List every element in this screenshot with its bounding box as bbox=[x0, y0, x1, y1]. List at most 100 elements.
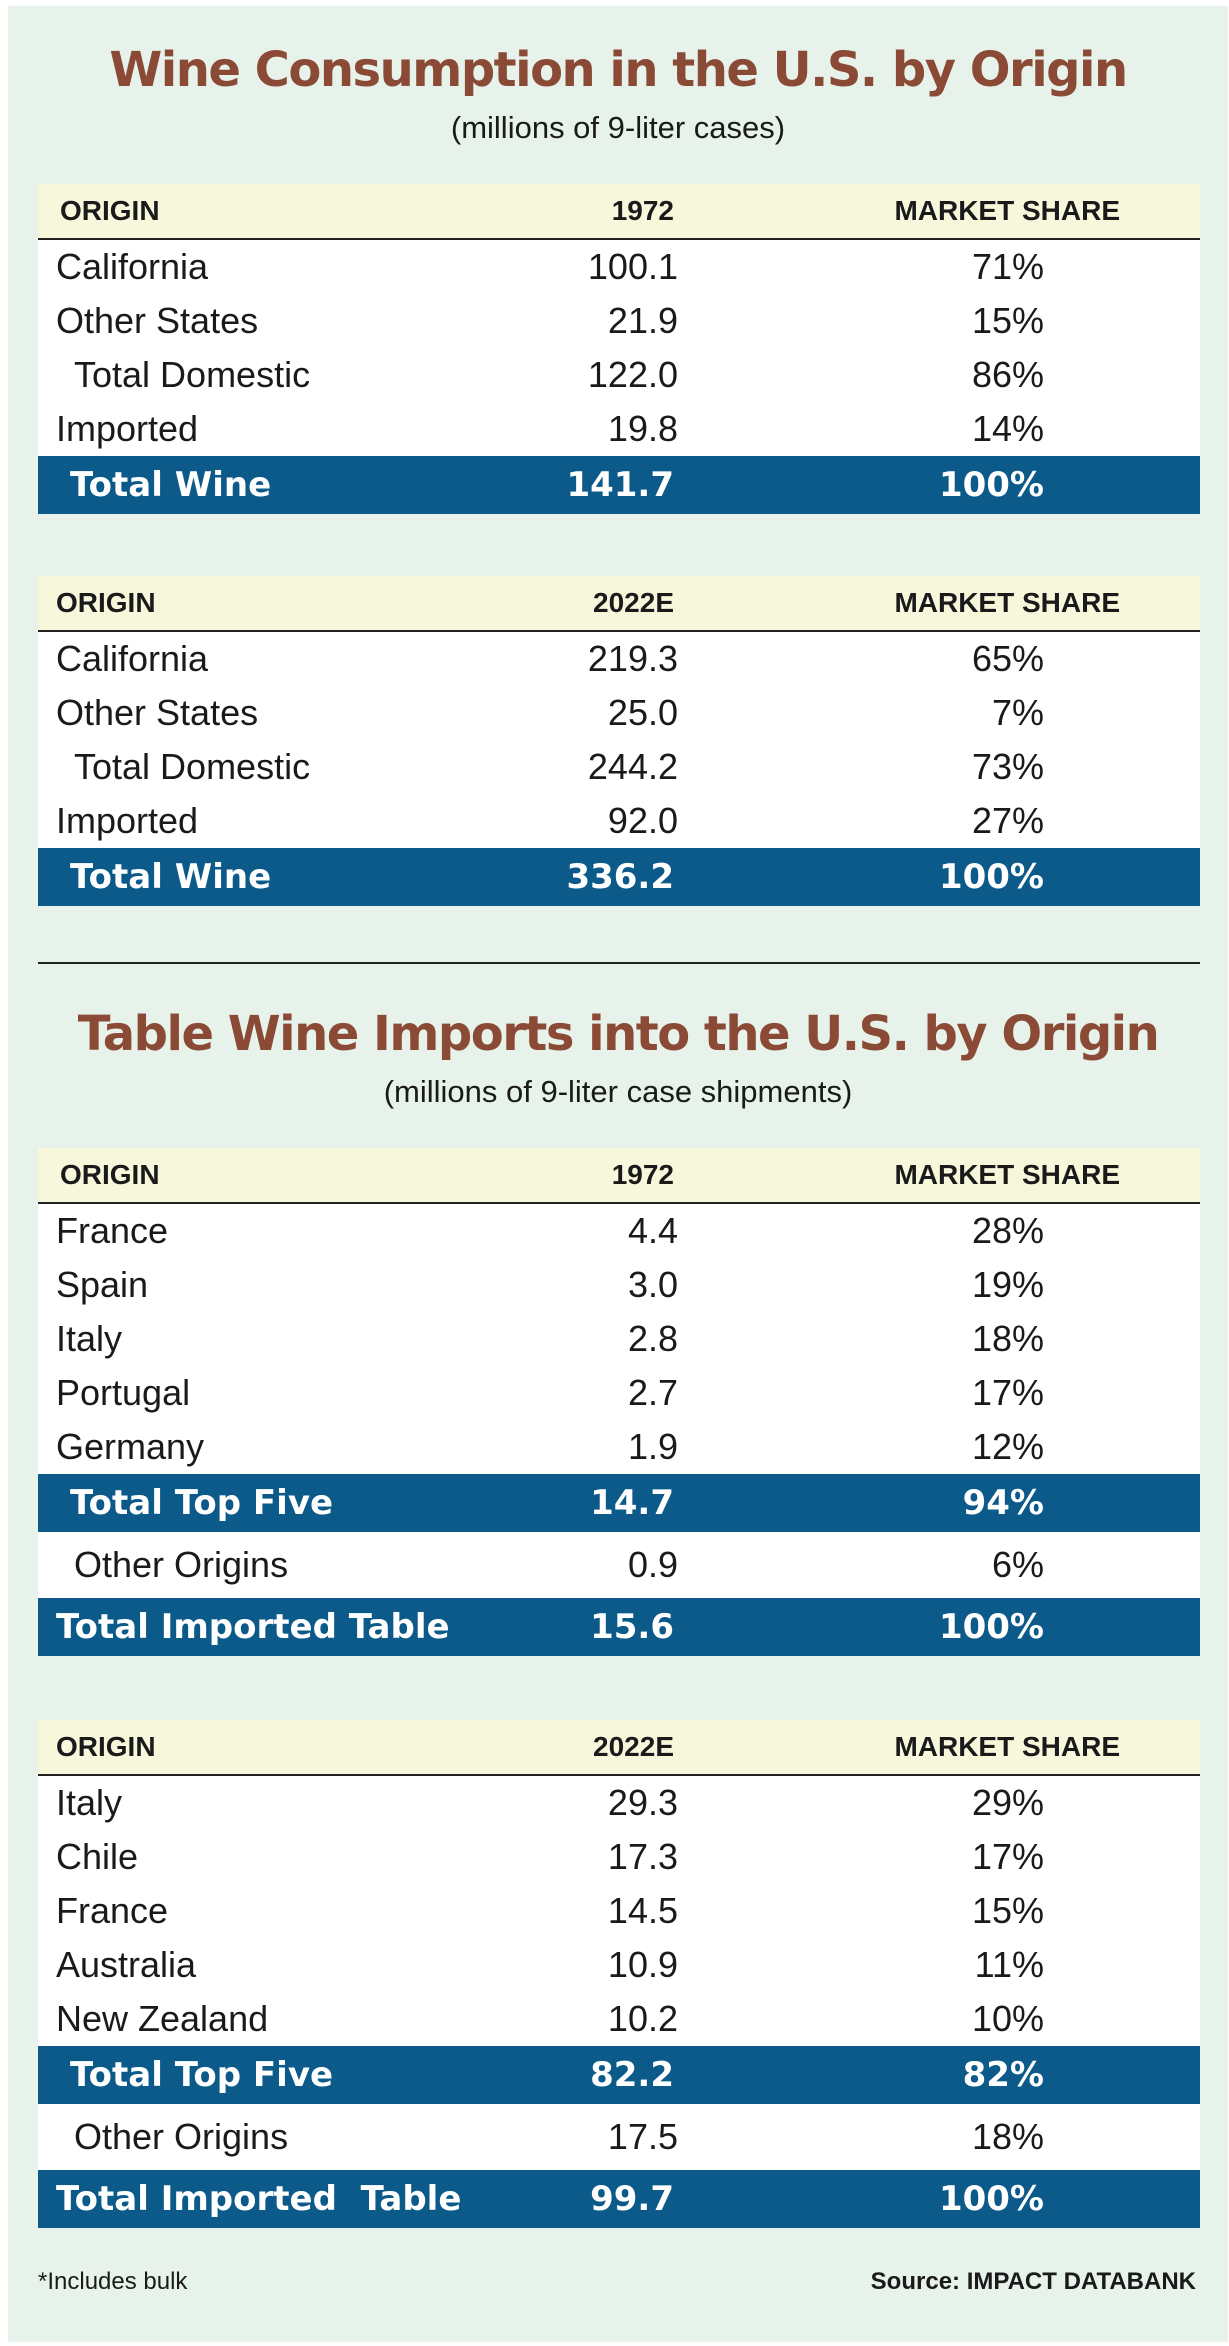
other-origins-share: 18% bbox=[971, 2116, 1044, 2157]
row-origin: Other States bbox=[56, 300, 259, 341]
row-origin: Germany bbox=[56, 1426, 205, 1467]
row-share: 14% bbox=[971, 408, 1044, 449]
row-value: 10.2 bbox=[607, 1998, 678, 2039]
row-value: 3.0 bbox=[627, 1264, 678, 1305]
row-value: 4.4 bbox=[627, 1210, 678, 1251]
row-value: 25.0 bbox=[607, 692, 678, 733]
row-share: 11% bbox=[974, 1944, 1044, 1985]
total-label: Total Imported Table bbox=[56, 2179, 462, 2219]
row-value: 19.8 bbox=[607, 408, 678, 449]
total-value: 141.7 bbox=[566, 465, 674, 505]
other-origins-value: 17.5 bbox=[607, 2116, 678, 2157]
row-value: 244.2 bbox=[587, 746, 678, 787]
row-origin: France bbox=[56, 1890, 169, 1931]
total-share: 100% bbox=[938, 857, 1044, 897]
header-year: 1972 bbox=[611, 195, 674, 226]
table-row: Other States 21.9 15% bbox=[38, 294, 1200, 348]
consumption-table-1972: ORIGIN 1972 MARKET SHARE California 100.… bbox=[38, 184, 1200, 514]
table-row: California 100.1 71% bbox=[38, 240, 1200, 294]
row-value: 29.3 bbox=[607, 1782, 678, 1823]
total-share: 100% bbox=[938, 1607, 1044, 1647]
row-share: 27% bbox=[971, 800, 1044, 841]
header-origin: ORIGIN bbox=[56, 587, 156, 618]
row-origin: Italy bbox=[56, 1782, 123, 1823]
table-row: France 14.5 15% bbox=[38, 1884, 1200, 1938]
row-value: 21.9 bbox=[607, 300, 678, 341]
header-origin: ORIGIN bbox=[60, 195, 160, 226]
imports-table-2022e: ORIGIN 2022E MARKET SHARE Italy 29.3 29%… bbox=[38, 1720, 1200, 2228]
other-origins-label: Other Origins bbox=[74, 2116, 289, 2157]
row-origin: Spain bbox=[56, 1264, 149, 1305]
top-five-row: Total Top Five 82.2 82% bbox=[38, 2046, 1200, 2104]
table-header: ORIGIN 1972 MARKET SHARE bbox=[38, 1148, 1200, 1204]
table-row: Italy 29.3 29% bbox=[38, 1776, 1200, 1830]
table-row: Italy 2.8 18% bbox=[38, 1312, 1200, 1366]
total-label: Total Wine bbox=[70, 465, 272, 505]
top-five-value: 82.2 bbox=[590, 2055, 674, 2095]
top-five-row: Total Top Five 14.7 94% bbox=[38, 1474, 1200, 1532]
row-origin: Portugal bbox=[56, 1372, 191, 1413]
table-row: New Zealand 10.2 10% bbox=[38, 1992, 1200, 2046]
row-origin: Imported bbox=[56, 800, 199, 841]
table-row: France 4.4 28% bbox=[38, 1204, 1200, 1258]
total-value: 99.7 bbox=[590, 2179, 674, 2219]
row-origin: New Zealand bbox=[56, 1998, 269, 2039]
header-origin: ORIGIN bbox=[60, 1159, 160, 1190]
row-share: 29% bbox=[971, 1782, 1044, 1823]
table-row: Imported 92.0 27% bbox=[38, 794, 1200, 848]
other-origins-row: Other Origins 17.5 18% bbox=[38, 2104, 1200, 2170]
row-share: 71% bbox=[971, 246, 1044, 287]
row-share: 18% bbox=[971, 1318, 1044, 1359]
header-market-share: MARKET SHARE bbox=[894, 587, 1120, 618]
other-origins-share: 6% bbox=[991, 1544, 1044, 1585]
top-five-label: Total Top Five bbox=[70, 1483, 334, 1523]
total-label: Total Imported Table bbox=[56, 1607, 450, 1647]
header-market-share: MARKET SHARE bbox=[894, 1159, 1120, 1190]
table-row: Total Domestic 244.2 73% bbox=[38, 740, 1200, 794]
row-share: 28% bbox=[971, 1210, 1044, 1251]
row-value: 122.0 bbox=[587, 354, 678, 395]
row-origin: Australia bbox=[56, 1944, 197, 1985]
row-origin: California bbox=[56, 638, 209, 679]
row-share: 15% bbox=[971, 1890, 1044, 1931]
header-year: 1972 bbox=[611, 1159, 674, 1190]
row-origin: Other States bbox=[56, 692, 259, 733]
table-row: Imported 19.8 14% bbox=[38, 402, 1200, 456]
section2-subtitle: (millions of 9-liter case shipments) bbox=[383, 1074, 853, 1109]
row-share: 10% bbox=[971, 1998, 1044, 2039]
row-origin: France bbox=[56, 1210, 169, 1251]
table-header: ORIGIN 2022E MARKET SHARE bbox=[38, 1720, 1200, 1776]
other-origins-row: Other Origins 0.9 6% bbox=[38, 1532, 1200, 1598]
header-market-share: MARKET SHARE bbox=[894, 1731, 1120, 1762]
row-share: 7% bbox=[991, 692, 1044, 733]
total-value: 336.2 bbox=[566, 857, 674, 897]
top-five-value: 14.7 bbox=[590, 1483, 674, 1523]
total-row: Total Imported Table 15.6 100% bbox=[38, 1598, 1200, 1656]
row-share: 15% bbox=[971, 300, 1044, 341]
row-value: 1.9 bbox=[627, 1426, 678, 1467]
table-header: ORIGIN 2022E MARKET SHARE bbox=[38, 576, 1200, 632]
page: Wine Consumption in the U.S. by Origin (… bbox=[8, 6, 1228, 2342]
row-share: 86% bbox=[971, 354, 1044, 395]
table-row: Germany 1.9 12% bbox=[38, 1420, 1200, 1474]
table-row: Australia 10.9 11% bbox=[38, 1938, 1200, 1992]
row-value: 17.3 bbox=[607, 1836, 678, 1877]
table-row: California 219.3 65% bbox=[38, 632, 1200, 686]
table-header: ORIGIN 1972 MARKET SHARE bbox=[38, 184, 1200, 240]
top-five-label: Total Top Five bbox=[70, 2055, 334, 2095]
source-credit: Source: IMPACT DATABANK bbox=[870, 2268, 1196, 2295]
row-value: 219.3 bbox=[587, 638, 678, 679]
total-row: Total Wine 141.7 100% bbox=[38, 456, 1200, 514]
other-origins-value: 0.9 bbox=[627, 1544, 678, 1585]
row-share: 17% bbox=[971, 1372, 1044, 1413]
table-row: Chile 17.3 17% bbox=[38, 1830, 1200, 1884]
section-divider bbox=[38, 962, 1200, 964]
table-row: Other States 25.0 7% bbox=[38, 686, 1200, 740]
total-value: 15.6 bbox=[590, 1607, 674, 1647]
section1-title: Wine Consumption in the U.S. by Origin bbox=[109, 42, 1128, 98]
top-five-share: 94% bbox=[962, 1483, 1044, 1523]
footnote: *Includes bulk bbox=[38, 2268, 188, 2295]
row-share: 12% bbox=[971, 1426, 1044, 1467]
total-share: 100% bbox=[938, 465, 1044, 505]
total-share: 100% bbox=[938, 2179, 1044, 2219]
